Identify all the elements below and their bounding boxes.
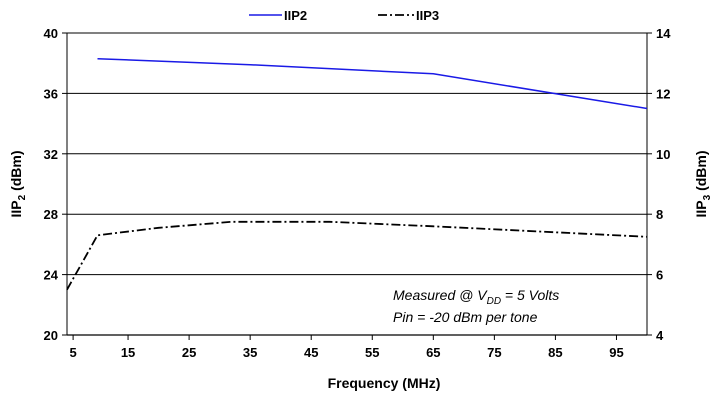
annotation: Measured @ VDD = 5 Volts Pin = -20 dBm p… bbox=[393, 287, 559, 325]
annotation-line-2: Pin = -20 dBm per tone bbox=[393, 309, 538, 325]
y-right-tick-label: 4 bbox=[656, 328, 664, 343]
annotation-line-1: Measured @ VDD = 5 Volts bbox=[393, 287, 559, 307]
x-ticks: 5 15 25 35 45 55 65 75 85 95 bbox=[69, 335, 624, 360]
x-tick-label: 75 bbox=[487, 345, 501, 360]
y-axis-title-right: IIP3 (dBm) bbox=[693, 150, 713, 217]
y-left-tick-label: 20 bbox=[44, 328, 58, 343]
legend: IIP2 IIP3 bbox=[249, 8, 439, 23]
y-right-main: IIP bbox=[693, 200, 709, 217]
x-tick-label: 35 bbox=[243, 345, 257, 360]
y-left-unit: (dBm) bbox=[8, 150, 24, 194]
annotation-measured: Measured @ V bbox=[393, 287, 488, 303]
x-tick-label: 15 bbox=[121, 345, 135, 360]
x-tick-label: 45 bbox=[304, 345, 318, 360]
legend-label-iip3: IIP3 bbox=[416, 8, 439, 23]
series-line-iip3 bbox=[66, 220, 648, 291]
x-tick-label: 65 bbox=[426, 345, 440, 360]
x-tick-label: 5 bbox=[69, 345, 76, 360]
plot-frame bbox=[66, 33, 648, 336]
legend-label-iip2: IIP2 bbox=[284, 8, 307, 23]
y-left-tick-label: 28 bbox=[44, 207, 58, 222]
y-left-tick-label: 24 bbox=[44, 268, 59, 283]
y-right-tick-label: 14 bbox=[656, 26, 671, 41]
y-left-sub: 2 bbox=[17, 194, 28, 200]
y-right-tick-label: 10 bbox=[656, 147, 670, 162]
y-left-tick-label: 36 bbox=[44, 86, 58, 101]
x-tick-label: 95 bbox=[609, 345, 623, 360]
series-line-iip2 bbox=[97, 57, 648, 110]
y-ticks-left: 20 24 28 32 36 40 bbox=[44, 26, 67, 343]
annotation-vdd-sub: DD bbox=[487, 296, 501, 307]
y-right-tick-label: 12 bbox=[656, 86, 670, 101]
x-tick-label: 85 bbox=[548, 345, 562, 360]
y-ticks-right: 4 6 8 10 12 14 bbox=[647, 26, 671, 343]
x-tick-label: 25 bbox=[182, 345, 196, 360]
y-left-main: IIP bbox=[8, 200, 24, 217]
y-axis-title-left: IIP2 (dBm) bbox=[8, 150, 28, 217]
y-left-tick-label: 32 bbox=[44, 147, 58, 162]
series-layer bbox=[66, 57, 648, 291]
y-right-tick-label: 8 bbox=[656, 207, 663, 222]
annotation-volts: = 5 Volts bbox=[501, 287, 559, 303]
gridlines bbox=[67, 32, 647, 336]
y-right-tick-label: 6 bbox=[656, 268, 663, 283]
y-right-sub: 3 bbox=[702, 194, 713, 200]
y-left-tick-label: 40 bbox=[44, 26, 58, 41]
x-axis-title: Frequency (MHz) bbox=[328, 375, 441, 391]
x-tick-label: 55 bbox=[365, 345, 379, 360]
y-right-unit: (dBm) bbox=[693, 150, 709, 194]
